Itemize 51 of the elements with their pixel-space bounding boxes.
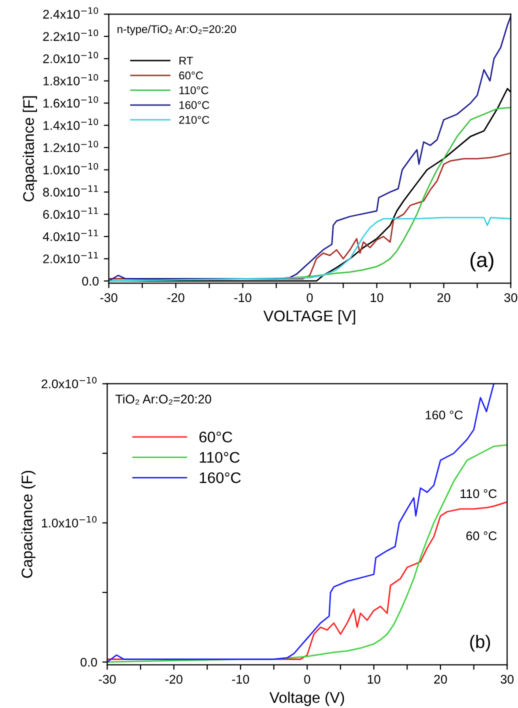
legend-label: 160°C bbox=[179, 101, 210, 110]
x-tick-label: -20 bbox=[165, 674, 182, 684]
annotation: (b) bbox=[470, 634, 490, 652]
x-axis-title: Voltage (V) bbox=[269, 692, 344, 706]
y-axis-title: Capacitance (F) bbox=[21, 470, 36, 578]
legend-label: 160°C bbox=[200, 472, 241, 484]
x-tick-label: -30 bbox=[98, 674, 116, 684]
x-tick-label: 20 bbox=[437, 293, 450, 302]
y-tick-label: 1.8x10$^{−10}$ bbox=[44, 74, 98, 86]
y-tick-label: 2.0x10$^{−10}$ bbox=[42, 376, 97, 388]
y-tick-label: 0.0 bbox=[80, 658, 98, 667]
y-tick-label: 1.4x10$^{−10}$ bbox=[44, 118, 98, 130]
y-tick-label: 1.6x10$^{−10}$ bbox=[44, 96, 98, 108]
y-tick-label: 2.4x10$^{−10}$ bbox=[43, 7, 98, 19]
y-tick-label: 1.2x10$^{−10}$ bbox=[44, 140, 98, 152]
legend-label: 210°C bbox=[179, 116, 210, 124]
annotation: (a) bbox=[470, 252, 494, 272]
legend-label: 60°C bbox=[199, 432, 232, 442]
x-tick-label: 0 bbox=[304, 674, 310, 684]
x-axis-title: VOLTAGE [V] bbox=[263, 310, 356, 324]
line-series bbox=[107, 384, 494, 663]
y-tick-label: 2.0x10$^{−10}$ bbox=[43, 52, 98, 64]
legend-label: RT bbox=[180, 56, 193, 64]
legend-label: 110°C bbox=[179, 86, 208, 94]
x-tick-label: -30 bbox=[100, 293, 118, 302]
x-tick-label: 30 bbox=[504, 293, 518, 302]
y-tick-label: 6.0x10$^{−11}$ bbox=[43, 208, 98, 219]
legend-label: 60°C bbox=[179, 72, 204, 80]
y-tick-label: 2.0x10$^{−11}$ bbox=[43, 252, 98, 264]
annotation: 110 °C bbox=[460, 489, 497, 498]
x-tick-label: 10 bbox=[368, 674, 380, 684]
legend-label: 110°C bbox=[200, 452, 240, 463]
annotation: TiO₂ Ar:O₂=20:20 bbox=[116, 394, 212, 404]
line-series bbox=[107, 444, 508, 663]
annotation: 160 °C bbox=[426, 410, 463, 420]
x-tick-label: 10 bbox=[370, 293, 384, 302]
x-tick-label: -10 bbox=[234, 293, 252, 302]
y-tick-label: 1.0x10$^{−10}$ bbox=[42, 516, 97, 528]
y-tick-label: 1.0x10$^{−10}$ bbox=[44, 162, 98, 174]
y-tick-label: 8.0x10$^{−11}$ bbox=[43, 185, 98, 197]
x-tick-label: -10 bbox=[232, 674, 250, 684]
x-tick-label: 30 bbox=[500, 674, 514, 684]
annotation: n-type/TiO₂ Ar:O₂=20:20 bbox=[118, 24, 236, 36]
y-tick-label: 0.0 bbox=[82, 276, 99, 286]
x-tick-label: 20 bbox=[434, 674, 447, 684]
y-tick-label: 4.0x10$^{−11}$ bbox=[42, 230, 98, 242]
y-tick-label: 2.2x10$^{−10}$ bbox=[43, 30, 98, 41]
x-tick-label: 0 bbox=[306, 293, 313, 302]
y-axis-title: Capacitance [F] bbox=[22, 96, 37, 202]
annotation: 60 °C bbox=[466, 531, 497, 540]
x-tick-label: -20 bbox=[167, 293, 184, 302]
